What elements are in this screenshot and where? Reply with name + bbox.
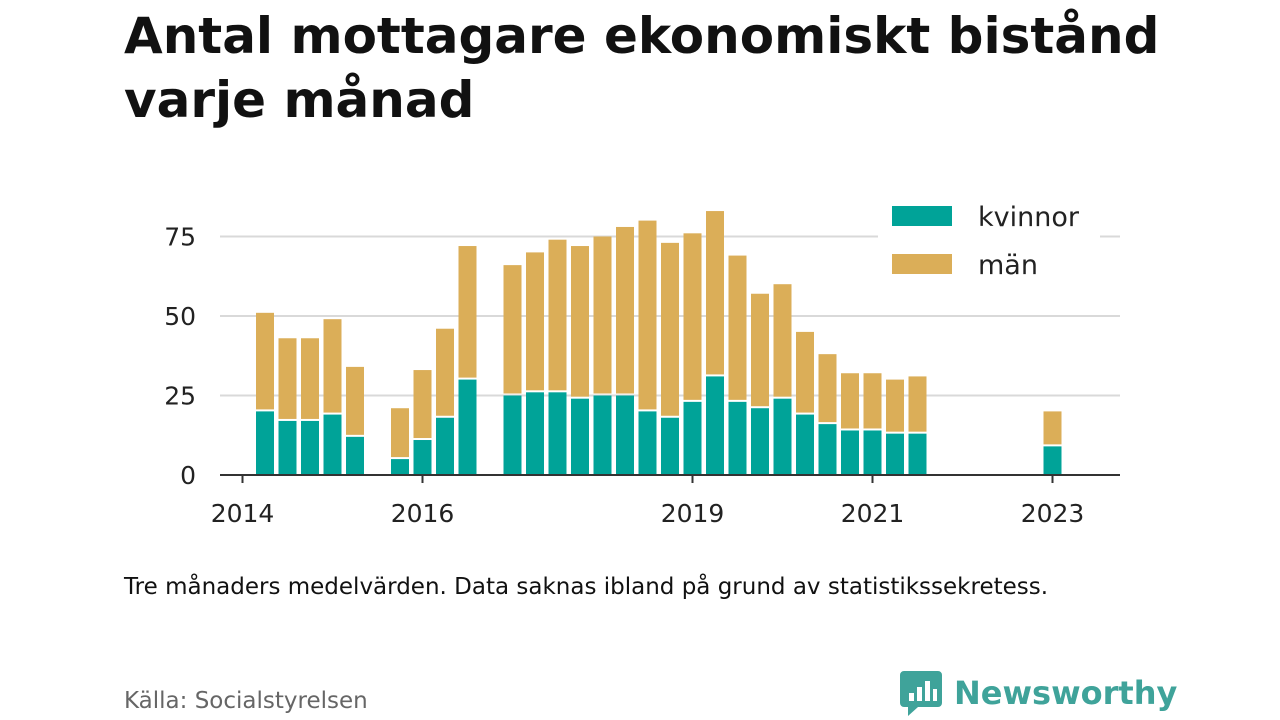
y-tick-label: 0	[180, 461, 196, 490]
bar-kvinnor	[796, 414, 814, 475]
bar-kvinnor	[886, 433, 904, 475]
legend-label: kvinnor	[978, 202, 1080, 233]
bar-man	[301, 338, 319, 419]
bar-kvinnor	[818, 424, 837, 475]
bar-kvinnor	[773, 398, 792, 475]
bar-kvinnor	[616, 395, 634, 475]
bar-kvinnor	[863, 430, 882, 475]
bar-man	[413, 370, 432, 439]
bar-man	[1043, 411, 1062, 445]
bar-man	[751, 293, 769, 407]
bar-kvinnor	[323, 414, 342, 475]
x-tick-label: 2014	[211, 499, 275, 528]
chart-note: Tre månaders medelvärden. Data saknas ib…	[124, 574, 1049, 600]
stacked-bar-chart: 0 25 50 75 2014 2016 2019 2021 2023 kvinnor män	[164, 202, 1120, 528]
bar-man	[256, 312, 274, 410]
bar-man	[548, 239, 567, 391]
bar-man	[503, 265, 522, 394]
bar-kvinnor	[503, 395, 522, 475]
bar-man	[436, 328, 454, 416]
bar-kvinnor	[413, 440, 432, 475]
bar-man	[886, 379, 904, 432]
bar-man	[796, 331, 814, 413]
bar-kvinnor	[683, 401, 702, 475]
bar-kvinnor	[301, 420, 319, 475]
bar-kvinnor	[1043, 446, 1062, 475]
bar-man	[773, 284, 792, 397]
bar-man	[458, 246, 477, 378]
bar-man	[526, 252, 544, 391]
bar-man	[278, 338, 297, 419]
x-tick-label: 2016	[391, 499, 455, 528]
bar-kvinnor	[661, 417, 679, 475]
bar-man	[638, 220, 657, 410]
legend-swatch	[892, 254, 952, 274]
bar-man	[683, 233, 702, 400]
bar-man	[841, 373, 859, 429]
bar-kvinnor	[593, 395, 612, 475]
bar-man	[593, 236, 612, 394]
brand-logo: Newsworthy	[900, 668, 1177, 718]
bar-kvinnor	[278, 420, 297, 475]
bar-kvinnor	[548, 392, 567, 475]
bar-kvinnor	[751, 408, 769, 475]
chart-title: Antal mottagare ekonomiskt bistånd varje…	[124, 7, 1160, 129]
bar-kvinnor	[638, 411, 657, 475]
bar-kvinnor	[706, 376, 724, 475]
bar-man	[818, 354, 837, 423]
bar-man	[323, 319, 342, 413]
bar-man	[706, 211, 724, 375]
bar-kvinnor	[346, 436, 364, 475]
y-tick-label: 50	[164, 302, 196, 331]
newsworthy-logo-icon	[900, 671, 942, 716]
bar-man	[863, 373, 882, 429]
bar-man	[728, 255, 747, 400]
bar-kvinnor	[728, 401, 747, 475]
bar-man	[661, 242, 679, 416]
y-tick-label: 25	[164, 382, 196, 411]
bar-man	[571, 246, 589, 397]
bar-kvinnor	[391, 459, 409, 475]
bar-kvinnor	[256, 411, 274, 475]
bar-kvinnor	[841, 430, 859, 475]
y-tick-label: 75	[164, 223, 196, 252]
x-tick-label: 2023	[1021, 499, 1085, 528]
bar-man	[616, 226, 634, 394]
bar-kvinnor	[458, 379, 477, 475]
legend-label: män	[978, 250, 1038, 281]
brand-name: Newsworthy	[954, 674, 1178, 712]
bar-man	[346, 366, 364, 435]
bar-kvinnor	[526, 392, 544, 475]
x-tick-label: 2021	[841, 499, 905, 528]
source-label: Källa: Socialstyrelsen	[124, 688, 368, 714]
x-tick-label: 2019	[661, 499, 725, 528]
bar-kvinnor	[436, 417, 454, 475]
bar-man	[391, 408, 409, 458]
bar-kvinnor	[571, 398, 589, 475]
legend-swatch	[892, 206, 952, 226]
bar-kvinnor	[908, 433, 927, 475]
bar-man	[908, 376, 927, 432]
